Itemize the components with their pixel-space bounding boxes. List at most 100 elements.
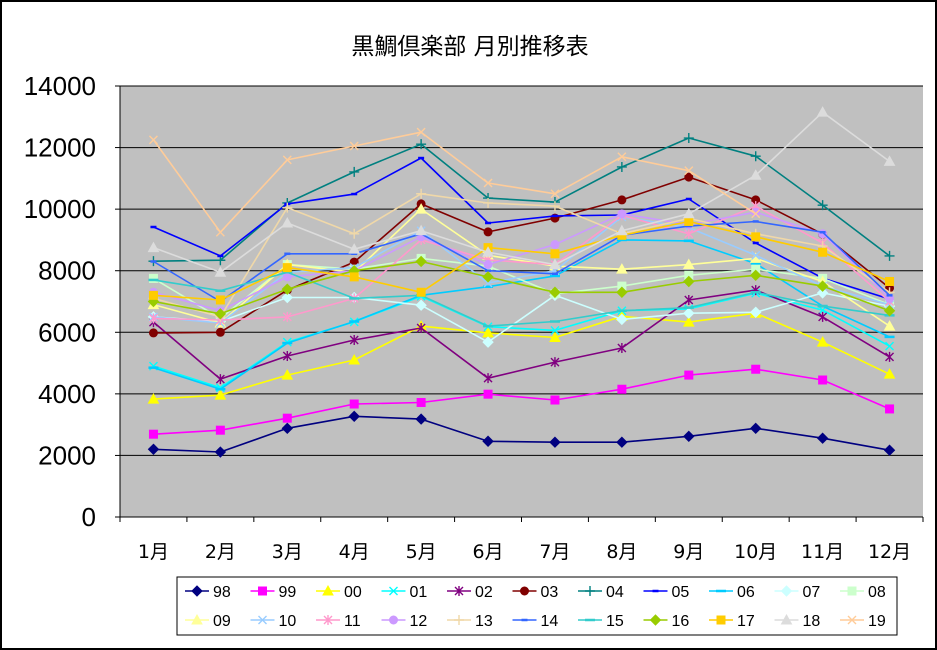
data-point	[617, 209, 627, 219]
marker-square	[416, 287, 426, 297]
marker-square	[282, 263, 292, 273]
marker-square	[818, 375, 828, 385]
data-point	[349, 228, 360, 239]
marker-plus	[483, 197, 494, 208]
data-point	[349, 334, 359, 345]
marker-x	[550, 325, 560, 335]
marker-x	[847, 615, 857, 625]
legend-marker	[258, 615, 267, 625]
legend-label: 07	[803, 584, 821, 601]
chart-title: 黒鯛倶楽部 月別推移表	[351, 34, 588, 60]
legend-box	[176, 576, 898, 636]
data-point	[885, 351, 895, 362]
data-point	[883, 305, 896, 317]
x-tick-label: 6月	[472, 541, 503, 563]
data-point	[415, 299, 427, 311]
legend-marker	[454, 586, 464, 596]
series-line	[153, 312, 890, 400]
series-07	[147, 287, 896, 348]
marker-triangle	[616, 224, 628, 236]
legend-marker	[780, 613, 793, 625]
legend-marker	[780, 585, 793, 597]
data-point	[816, 432, 829, 444]
data-point	[549, 286, 561, 298]
marker-triangle	[348, 353, 361, 365]
data-point	[214, 266, 227, 277]
marker-triangle	[816, 106, 829, 117]
marker-diamond	[816, 287, 829, 299]
data-point	[883, 444, 896, 456]
marker-circle	[389, 615, 398, 625]
marker-square	[716, 615, 726, 625]
data-point	[215, 227, 225, 237]
marker-circle	[684, 172, 694, 182]
data-point	[416, 322, 426, 333]
marker-diamond	[816, 432, 829, 444]
data-point	[684, 370, 694, 380]
data-point	[281, 283, 293, 295]
data-point	[682, 258, 695, 270]
series-line	[153, 292, 890, 343]
legend-item: 14	[512, 613, 558, 630]
data-point	[684, 172, 694, 182]
data-point	[349, 166, 360, 177]
series-line	[153, 415, 890, 453]
data-point	[617, 195, 627, 205]
marker-triangle	[214, 266, 227, 277]
marker-triangle	[883, 155, 896, 166]
marker-diamond	[214, 308, 227, 320]
data-point	[549, 436, 561, 448]
data-point	[550, 357, 560, 368]
data-point	[483, 278, 493, 288]
data-point	[751, 232, 761, 242]
series-line	[153, 216, 890, 324]
legend-item: 11	[316, 613, 361, 630]
data-point	[282, 202, 293, 213]
marker-square	[885, 276, 895, 286]
marker-triangle	[682, 258, 695, 270]
marker-x	[751, 250, 761, 260]
marker-circle	[617, 195, 627, 205]
marker-triangle	[191, 613, 203, 625]
data-point	[214, 389, 227, 400]
data-point	[684, 166, 694, 176]
marker-asterisk	[349, 334, 359, 345]
legend-item: 06	[709, 584, 755, 601]
y-tick-label: 14000	[24, 71, 96, 101]
marker-x	[885, 341, 895, 351]
marker-diamond	[616, 436, 628, 448]
data-point	[416, 397, 426, 407]
legend-marker	[389, 586, 398, 596]
legend-item: 00	[316, 584, 362, 601]
y-tick-label: 2000	[38, 440, 96, 470]
legend-label: 19	[868, 613, 886, 630]
marker-square	[349, 272, 359, 282]
marker-diamond	[649, 614, 662, 626]
series-line	[153, 157, 890, 300]
marker-square	[148, 429, 158, 439]
marker-diamond	[883, 305, 896, 317]
data-point	[883, 368, 896, 379]
marker-x	[215, 227, 225, 237]
legend-item: 12	[381, 613, 427, 630]
data-point	[482, 336, 494, 348]
marker-square	[349, 399, 359, 409]
data-point	[750, 422, 762, 435]
data-point	[616, 313, 628, 326]
legend-item: 19	[840, 613, 886, 630]
y-tick-label: 0	[82, 502, 96, 532]
marker-diamond	[415, 413, 427, 425]
marker-asterisk	[617, 342, 627, 353]
data-point	[148, 313, 158, 324]
marker-triangle	[549, 258, 561, 270]
series-19	[148, 127, 761, 237]
marker-diamond	[482, 336, 494, 348]
data-point	[684, 294, 694, 305]
marker-triangle	[415, 203, 427, 214]
marker-triangle	[147, 393, 160, 404]
marker-square	[483, 389, 493, 399]
marker-square	[282, 413, 292, 423]
legend-label: 16	[672, 613, 690, 630]
data-point	[415, 224, 427, 236]
